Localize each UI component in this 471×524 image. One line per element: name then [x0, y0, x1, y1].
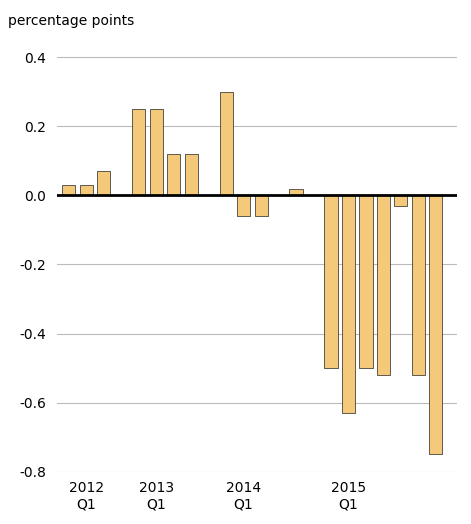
Bar — [290, 189, 302, 195]
Bar — [254, 195, 268, 216]
Bar — [394, 195, 407, 206]
Bar — [430, 195, 442, 454]
Bar — [412, 195, 425, 375]
Bar — [359, 195, 373, 368]
Bar — [97, 171, 110, 195]
Bar — [219, 92, 233, 195]
Bar — [325, 195, 338, 368]
Bar — [150, 109, 162, 195]
Bar — [185, 154, 198, 195]
Bar — [237, 195, 250, 216]
Bar — [342, 195, 355, 413]
Bar — [132, 109, 145, 195]
Bar — [80, 185, 93, 195]
Bar — [62, 185, 75, 195]
Text: percentage points: percentage points — [8, 14, 135, 28]
Bar — [167, 154, 180, 195]
Bar — [377, 195, 390, 375]
